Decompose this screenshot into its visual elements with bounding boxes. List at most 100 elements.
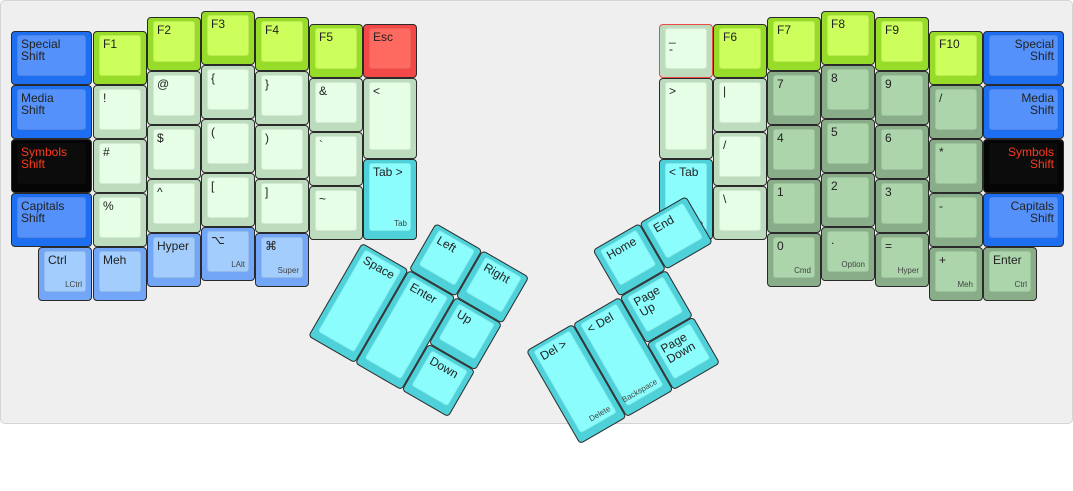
key-label: F6 [723,30,738,44]
key-sublabel: Hyper [897,266,919,275]
key-cap-face: 4 [773,129,815,170]
key-cap-face: Capitals Shift [989,197,1058,238]
key-1[interactable]: 1 [767,179,821,233]
key-7[interactable]: 7 [767,71,821,125]
key-esc[interactable]: Esc [363,24,417,78]
key-symbol[interactable]: + Meh [929,247,983,301]
key-media-shift[interactable]: Media Shift [11,85,92,139]
key-cap-face: * [935,143,977,184]
key-meh[interactable]: Meh [93,247,147,301]
key-label: 8 [831,71,838,85]
key-symbol[interactable]: ( [201,119,255,173]
key-symbol[interactable]: - [929,193,983,247]
key-f4[interactable]: F4 [255,17,309,71]
key-0[interactable]: 0 Cmd [767,233,821,287]
key-capitals-shift[interactable]: Capitals Shift [983,193,1064,247]
key-f10[interactable]: F10 [929,31,983,85]
key-cap-face: ⌘ Super [261,237,303,278]
key-cap-face: Right [465,256,523,313]
key-label: Space [360,252,398,283]
key-symbol[interactable]: < [363,78,417,159]
key-f6[interactable]: F6 [713,24,767,78]
key-label: F4 [265,23,280,37]
key-ctrl[interactable]: Ctrl LCtrl [38,247,92,301]
key-symbol[interactable]: @ [147,71,201,125]
key-symbol[interactable]: { [201,65,255,119]
key-special-shift[interactable]: Special Shift [983,31,1064,85]
key-symbol[interactable]: . Option [821,227,875,281]
key-label: / [723,138,727,152]
key-hyper[interactable]: Hyper [147,233,201,287]
key-4[interactable]: 4 [767,125,821,179]
key-symbol[interactable]: = Hyper [875,233,929,287]
key-symbol[interactable]: / [713,132,767,186]
key-symbol[interactable]: | [713,78,767,132]
key-symbol[interactable]: \ [713,186,767,240]
key-sublabel: Meh [957,280,973,289]
key-label: Left [434,233,459,256]
key-f3[interactable]: F3 [201,11,255,65]
key-f8[interactable]: F8 [821,11,875,65]
key-special-shift[interactable]: Special Shift [11,31,92,85]
key-enter[interactable]: Enter Ctrl [983,247,1037,301]
key-label: Page Up [631,282,663,320]
key-symbol[interactable]: % [93,193,147,247]
key-symbol[interactable]: > [659,78,713,159]
key-cap-face: F4 [261,21,303,62]
key-symbol[interactable]: ^ [147,179,201,233]
key-3[interactable]: 3 [875,179,929,233]
key-symbol[interactable]: ⌘ Super [255,233,309,287]
key-cap-face: Hyper [153,237,195,278]
key-cap-face: & [315,82,357,123]
key-sublabel: Delete [587,404,613,424]
key-f2[interactable]: F2 [147,17,201,71]
key-symbol[interactable]: ! [93,85,147,139]
key-capitals-shift[interactable]: Capitals Shift [11,193,92,247]
key-cap-face: 5 [827,123,869,164]
key-symbol[interactable]: _ - [659,24,713,78]
key-symbol[interactable]: ⌥ LAlt [201,227,255,281]
key-cap-face: Tab > Tab [369,163,411,231]
key-f9[interactable]: F9 [875,17,929,71]
key-cap-face: ] [261,183,303,224]
key-9[interactable]: 9 [875,71,929,125]
key-symbol[interactable]: # [93,139,147,193]
key-symbol[interactable]: ) [255,125,309,179]
key-f1[interactable]: F1 [93,31,147,85]
key-cap-face: { [207,69,249,110]
key-symbol[interactable]: / [929,85,983,139]
key-2[interactable]: 2 [821,173,875,227]
key-label: $ [157,131,164,145]
key-label: Media Shift [1021,91,1054,117]
key-5[interactable]: 5 [821,119,875,173]
key-cap-face: F5 [315,28,357,69]
key-symbol[interactable]: } [255,71,309,125]
key-label: Enter [407,279,440,307]
key-symbol[interactable]: ~ [309,186,363,240]
key-symbol[interactable]: & [309,78,363,132]
key-symbols-shift[interactable]: Symbols Shift [11,139,92,193]
key-f7[interactable]: F7 [767,17,821,71]
key-symbol[interactable]: * [929,139,983,193]
key-label: Meh [103,253,127,267]
key-f5[interactable]: F5 [309,24,363,78]
key-8[interactable]: 8 [821,65,875,119]
key-cap-face: 6 [881,129,923,170]
key-cap-face: ~ [315,190,357,231]
key-cap-face: / [719,136,761,177]
key-cap-face: $ [153,129,195,170]
key-label: Special Shift [21,37,61,63]
key-tab[interactable]: Tab > Tab [363,159,417,240]
key-cap-face: F2 [153,21,195,62]
key-symbol[interactable]: ] [255,179,309,233]
key-label: 5 [831,125,838,139]
key-label: Hyper [157,239,190,253]
key-symbols-shift[interactable]: Symbols Shift [983,139,1064,193]
key-label: < [373,84,381,98]
key-label: ! [103,91,107,105]
key-6[interactable]: 6 [875,125,929,179]
key-media-shift[interactable]: Media Shift [983,85,1064,139]
key-symbol[interactable]: [ [201,173,255,227]
key-symbol[interactable]: ` [309,132,363,186]
key-symbol[interactable]: $ [147,125,201,179]
